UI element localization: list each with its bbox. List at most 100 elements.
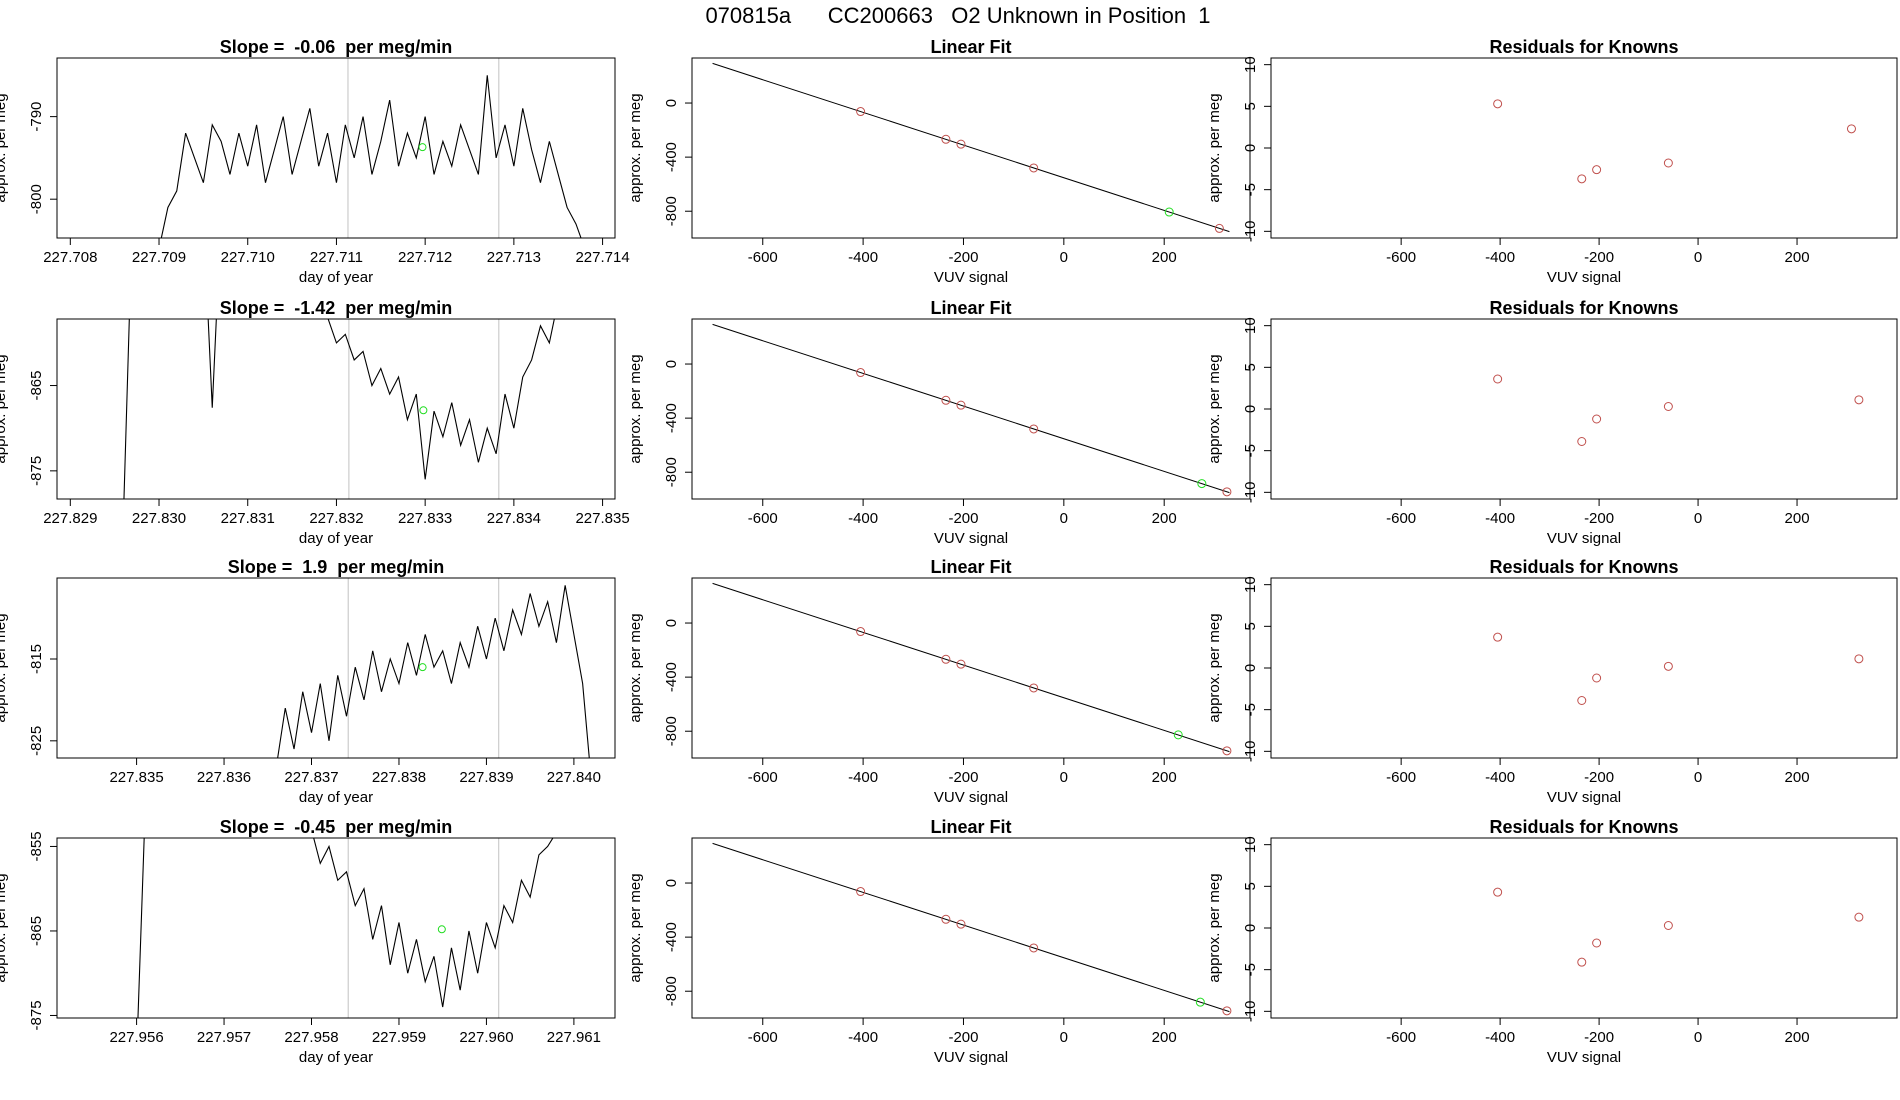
x-tick-label: 0 bbox=[1694, 1029, 1702, 1046]
x-axis-label: VUV signal bbox=[934, 1049, 1008, 1066]
x-tick-label: 200 bbox=[1785, 510, 1810, 527]
x-tick-label: 0 bbox=[1694, 769, 1702, 786]
x-tick-label: 227.833 bbox=[398, 510, 452, 527]
point bbox=[1592, 673, 1602, 683]
plot-area bbox=[1493, 632, 1864, 705]
x-tick-label: 227.829 bbox=[43, 510, 97, 527]
point bbox=[1592, 414, 1602, 424]
x-tick-label: 200 bbox=[1152, 1029, 1177, 1046]
x-tick-label: -600 bbox=[748, 769, 778, 786]
point bbox=[1577, 696, 1587, 705]
plot-area bbox=[137, 838, 554, 1018]
y-tick-label: -10 bbox=[1242, 481, 1259, 503]
plot-area bbox=[1493, 99, 1856, 184]
x-tick-label: 227.713 bbox=[487, 249, 541, 266]
x-tick-label: -400 bbox=[1485, 510, 1515, 527]
y-tick-label: -10 bbox=[1242, 740, 1259, 762]
y-axis-label: approx. per meg bbox=[627, 354, 644, 463]
x-tick-label: 200 bbox=[1152, 249, 1177, 266]
point bbox=[1577, 437, 1587, 446]
x-tick-label: -400 bbox=[1485, 1029, 1515, 1046]
point bbox=[1663, 158, 1673, 168]
plot-frame bbox=[691, 837, 1251, 1019]
y-axis-label: approx. per meg bbox=[0, 873, 9, 982]
y-tick-label: 0 bbox=[663, 879, 680, 887]
y-axis-label: approx. per meg bbox=[1206, 93, 1223, 202]
point bbox=[1197, 479, 1207, 489]
data-line bbox=[160, 75, 582, 238]
chart-title: Slope = -0.45 per meg/min bbox=[220, 817, 453, 837]
page-title: 070815a CC200663 O2 Unknown in Position … bbox=[705, 3, 1210, 28]
plot-frame bbox=[1270, 318, 1898, 500]
data-line bbox=[123, 319, 555, 499]
y-axis-label: approx. per meg bbox=[0, 613, 9, 722]
y-tick-label: 10 bbox=[1242, 317, 1259, 334]
y-tick-label: 5 bbox=[1242, 102, 1259, 110]
y-tick-label: -825 bbox=[28, 726, 45, 756]
point bbox=[941, 134, 951, 144]
x-axis-label: VUV signal bbox=[1547, 530, 1621, 547]
x-tick-label: 0 bbox=[1060, 249, 1068, 266]
y-tick-label: 10 bbox=[1242, 836, 1259, 853]
x-axis-label: VUV signal bbox=[1547, 269, 1621, 286]
plot-frame bbox=[1270, 57, 1898, 239]
x-tick-label: 227.712 bbox=[398, 249, 452, 266]
point bbox=[856, 368, 866, 378]
point bbox=[1663, 661, 1673, 671]
point bbox=[1195, 997, 1205, 1007]
point bbox=[1592, 938, 1602, 948]
y-tick-label: 0 bbox=[1242, 144, 1259, 152]
x-tick-label: -200 bbox=[948, 769, 978, 786]
unknown-point bbox=[437, 925, 446, 934]
y-tick-label: -10 bbox=[1242, 1000, 1259, 1022]
y-axis-label: approx. per meg bbox=[627, 93, 644, 202]
y-tick-label: -790 bbox=[28, 102, 45, 132]
x-axis-label: day of year bbox=[299, 269, 373, 286]
fit-line bbox=[712, 582, 1230, 753]
x-tick-label: -200 bbox=[1584, 769, 1614, 786]
plot-frame bbox=[56, 577, 616, 759]
x-tick-label: -600 bbox=[748, 1029, 778, 1046]
y-tick-label: 5 bbox=[1242, 882, 1259, 890]
point bbox=[1493, 374, 1503, 384]
x-axis-label: day of year bbox=[299, 530, 373, 547]
x-axis-label: VUV signal bbox=[934, 530, 1008, 547]
x-tick-label: 227.834 bbox=[487, 510, 541, 527]
y-tick-label: -400 bbox=[663, 142, 680, 172]
y-tick-label: -5 bbox=[1242, 183, 1259, 196]
y-tick-label: -10 bbox=[1242, 220, 1259, 242]
y-axis-label: approx. per meg bbox=[1206, 354, 1223, 463]
plot-area bbox=[712, 323, 1232, 497]
point bbox=[956, 659, 966, 669]
point bbox=[956, 400, 966, 410]
x-tick-label: -200 bbox=[1584, 510, 1614, 527]
point bbox=[1493, 99, 1503, 109]
x-axis-label: VUV signal bbox=[934, 789, 1008, 806]
point bbox=[1222, 1006, 1232, 1016]
point bbox=[1222, 746, 1232, 756]
chart-title: Slope = 1.9 per meg/min bbox=[228, 557, 445, 577]
point bbox=[856, 887, 866, 897]
chart-title: Linear Fit bbox=[930, 37, 1011, 57]
plot-area bbox=[123, 319, 555, 499]
fit-line bbox=[712, 62, 1230, 233]
x-axis-label: VUV signal bbox=[1547, 789, 1621, 806]
y-axis-label: approx. per meg bbox=[0, 93, 9, 202]
point bbox=[941, 914, 951, 924]
y-tick-label: -875 bbox=[28, 456, 45, 486]
point bbox=[1214, 223, 1224, 233]
y-tick-label: -815 bbox=[28, 644, 45, 674]
y-tick-label: 0 bbox=[1242, 924, 1259, 932]
x-tick-label: 227.837 bbox=[284, 769, 338, 786]
point bbox=[1493, 887, 1503, 897]
point bbox=[1663, 921, 1673, 930]
x-tick-label: -400 bbox=[848, 510, 878, 527]
y-tick-label: -875 bbox=[28, 1000, 45, 1030]
x-tick-label: -600 bbox=[1386, 1029, 1416, 1046]
y-tick-label: -400 bbox=[663, 662, 680, 692]
x-tick-label: 227.710 bbox=[221, 249, 275, 266]
chart-title: Residuals for Knowns bbox=[1489, 37, 1678, 57]
fit-line bbox=[712, 323, 1230, 494]
